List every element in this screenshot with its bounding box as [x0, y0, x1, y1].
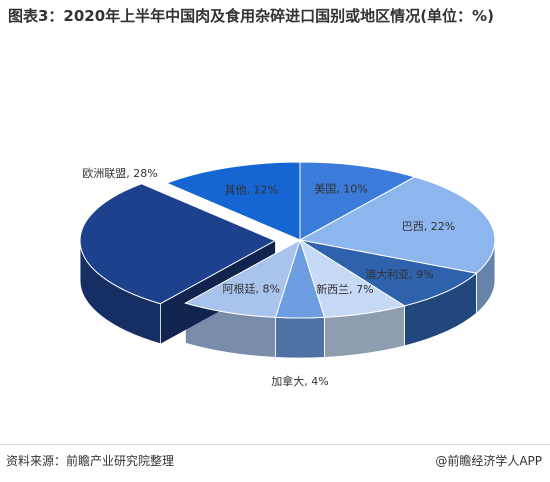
chart-title: 图表3：2020年上半年中国肉及食用杂碎进口国别或地区情况(单位：%) [8, 7, 494, 25]
footer-rule [0, 444, 550, 445]
pie-slice [184, 238, 301, 318]
data-label: 欧洲联盟, 28% [82, 167, 157, 180]
data-label: 新西兰, 7% [316, 282, 373, 296]
slice-side [275, 316, 325, 359]
data-label: 加拿大, 4% [271, 374, 328, 388]
source-note: 资料来源：前瞻产业研究院整理 [6, 454, 175, 468]
data-label: 巴西, 22% [402, 220, 455, 233]
chart: 美国, 10% 巴西, 22% 澳大利亚, 9%新西兰, 7% 加拿大, 4% 阿根廷,… [79, 161, 496, 388]
pie-slice [165, 161, 301, 241]
data-label: 阿根廷, 8% [222, 281, 279, 295]
data-label: 其他, 12% [224, 184, 277, 197]
pie-slice [299, 161, 416, 241]
data-label: 澳大利亚, 9% [365, 267, 433, 281]
pie-slice [299, 239, 478, 307]
brand-note: @前瞻经济学人APP [435, 454, 542, 468]
data-label: 美国, 10% [314, 183, 367, 196]
pie-slice [79, 183, 277, 305]
